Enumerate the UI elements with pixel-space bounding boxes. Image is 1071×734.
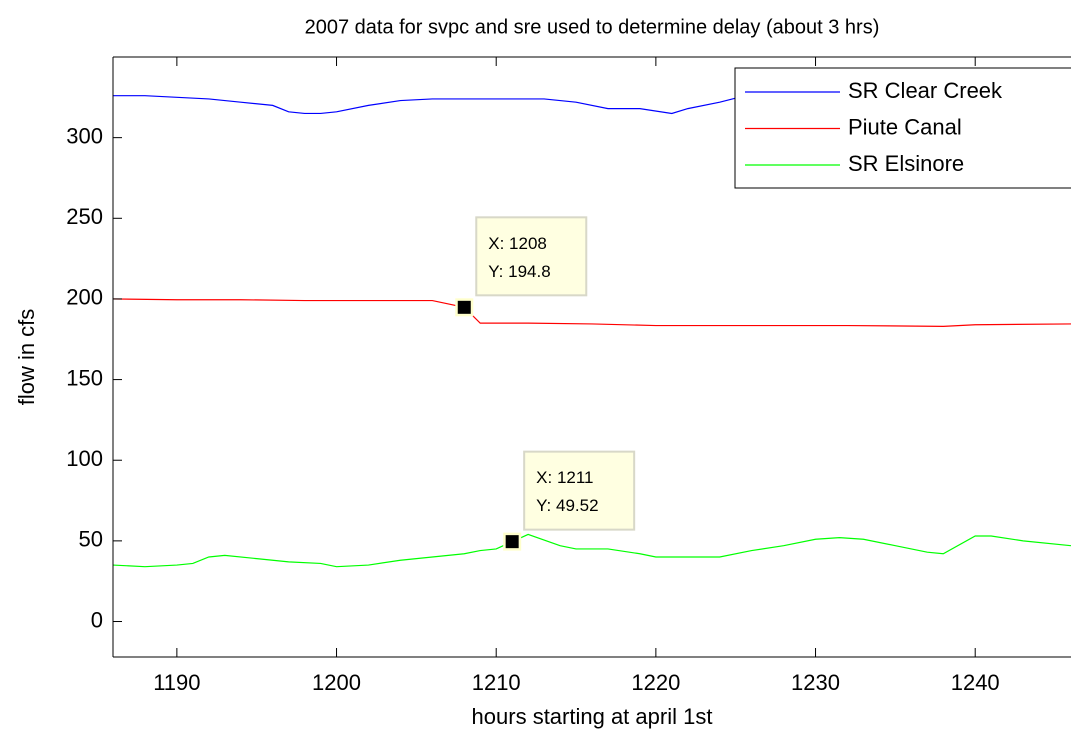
series-line (113, 298, 1071, 327)
x-tick-label: 1240 (951, 670, 1000, 695)
y-tick-label: 0 (91, 607, 103, 632)
x-tick-label: 1190 (153, 670, 200, 695)
y-tick-label: 300 (66, 123, 103, 148)
x-tick-label: 1200 (312, 670, 361, 695)
legend-label: SR Clear Creek (848, 78, 1003, 103)
datatip-y: Y: 49.52 (536, 496, 598, 515)
y-axis-label: flow in cfs (14, 309, 39, 406)
y-tick-label: 250 (66, 204, 103, 229)
legend-label: SR Elsinore (848, 151, 964, 176)
series-line (113, 533, 1071, 568)
y-tick-label: 50 (79, 527, 103, 552)
datatip-box (475, 216, 588, 297)
datatip-x: X: 1208 (488, 234, 547, 253)
datatip-x: X: 1211 (536, 468, 593, 487)
x-tick-label: 1230 (791, 670, 840, 695)
x-axis-label: hours starting at april 1st (472, 704, 713, 729)
datatip-box (523, 450, 636, 531)
y-tick-label: 200 (66, 285, 103, 310)
datatip-marker (457, 300, 471, 314)
datatip-y: Y: 194.8 (488, 262, 550, 281)
x-tick-label: 1220 (631, 670, 680, 695)
datatip-marker (505, 535, 519, 549)
legend-label: Piute Canal (848, 114, 962, 139)
overlay: X: 1208 Y: 194.8 X: 1211 Y: 49.52 SR Clear C… (455, 67, 1071, 551)
y-tick-label: 150 (66, 365, 103, 390)
chart-title: 2007 data for svpc and sre used to deter… (305, 16, 880, 38)
y-tick-label: 100 (66, 446, 103, 471)
x-tick-label: 1210 (472, 670, 521, 695)
